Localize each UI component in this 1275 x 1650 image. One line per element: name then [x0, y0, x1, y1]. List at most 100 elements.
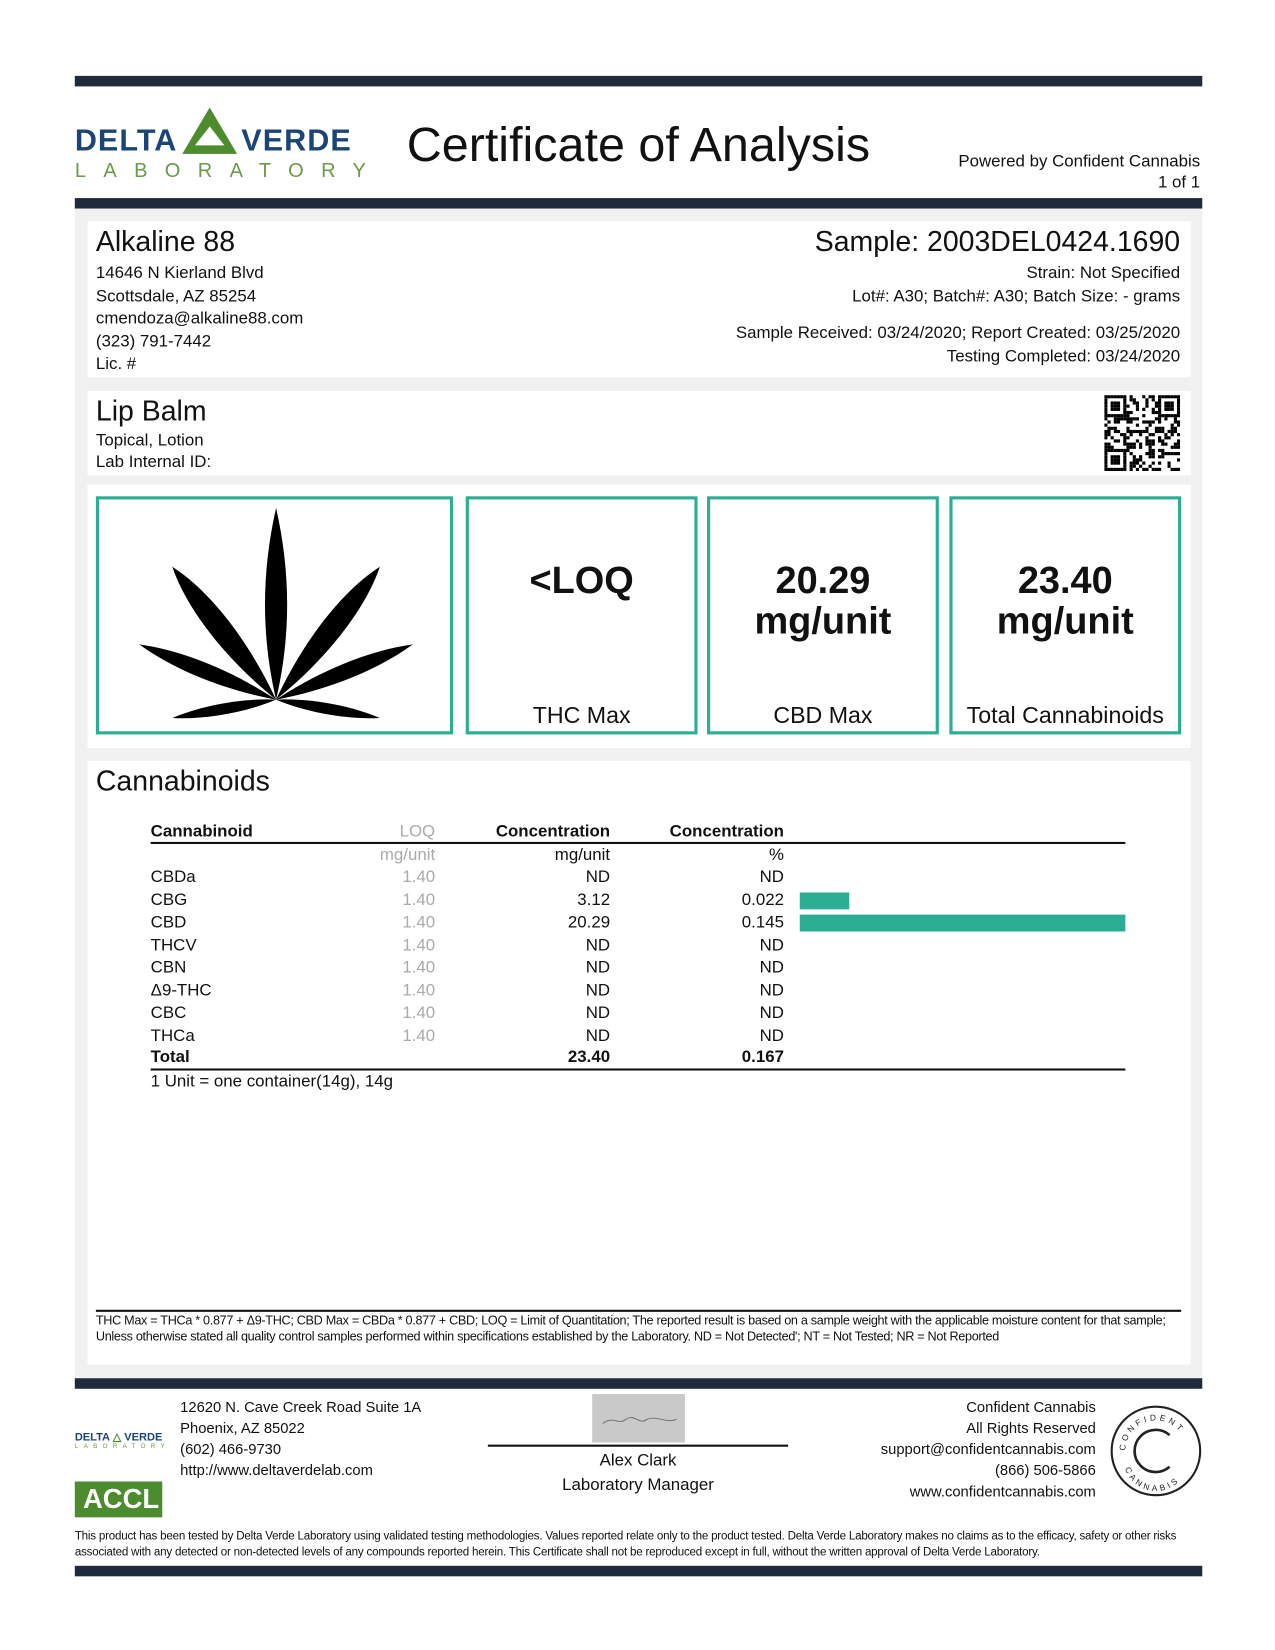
client-panel: Alkaline 88 14646 N Kierland Blvd Scotts…	[87, 221, 1191, 378]
client-email: cmendoza@alkaline88.com	[95, 309, 304, 328]
footer-rule	[74, 1378, 1203, 1389]
accl-text: ACCL	[83, 1482, 160, 1515]
client-license: Lic. #	[95, 355, 137, 374]
row-name: CBDa	[150, 868, 196, 887]
row-mg: ND	[585, 1004, 611, 1023]
sample-details: Strain: Not Specified Lot#: A30; Batch#:…	[736, 262, 1180, 367]
row-pct: 0.145	[741, 913, 784, 932]
lab-internal-id: Lab Internal ID:	[95, 453, 212, 472]
row-mg: ND	[585, 936, 611, 955]
row-mg: 3.12	[577, 890, 611, 909]
disclaimer: This product has been tested by Delta Ve…	[74, 1529, 1177, 1558]
sample-id: Sample: 2003DEL0424.1690	[814, 225, 1181, 258]
row-name: THCa	[150, 1026, 195, 1045]
row-loq: 1.40	[402, 913, 436, 932]
total-pct: 0.167	[741, 1048, 784, 1067]
powered-by: Powered by Confident Cannabis	[958, 152, 1201, 171]
header-underline	[150, 841, 1126, 844]
sample-dates: Sample Received: 03/24/2020; Report Crea…	[735, 324, 1181, 343]
lab-phone: (602) 466-9730	[180, 1440, 282, 1458]
row-loq: 1.40	[402, 958, 436, 977]
client-name: Alkaline 88	[95, 225, 236, 258]
row-mg: ND	[585, 958, 611, 977]
total-cannabinoids-value: 23.40	[1017, 558, 1113, 602]
product-name: Lip Balm	[95, 395, 207, 427]
total-cannabinoids-label: Total Cannabinoids	[966, 701, 1164, 729]
lab-website[interactable]: http://www.deltaverdelab.com	[180, 1461, 373, 1479]
footnote-rule	[95, 1309, 1182, 1312]
cannabis-leaf-icon	[139, 507, 413, 719]
total-cannabinoids-unit: mg/unit	[996, 598, 1134, 642]
signer-name: Alex Clark	[599, 1451, 677, 1470]
cbd-max-label: CBD Max	[773, 701, 873, 729]
accl-logo: ACCL	[74, 1481, 163, 1518]
cannabis-leaf-box	[95, 496, 454, 735]
row-name: Δ9-THC	[150, 981, 212, 1000]
client-phone: (323) 791-7442	[95, 332, 212, 351]
thc-max-label: THC Max	[532, 701, 631, 729]
signature-image	[592, 1394, 685, 1443]
cannabinoids-title: Cannabinoids	[95, 764, 270, 797]
bottom-rule	[74, 1565, 1203, 1577]
product-type: Topical, Lotion	[95, 432, 204, 450]
cbd-max-box: 20.29 mg/unit CBD Max	[707, 496, 939, 735]
row-loq: 1.40	[402, 890, 436, 909]
signer-title: Laboratory Manager	[562, 1476, 714, 1495]
row-name: THCV	[150, 936, 197, 955]
cc-email[interactable]: support@confidentcannabis.com	[880, 1440, 1096, 1458]
footnote: THC Max = THCa * 0.877 + Δ9-THC; CBD Max…	[95, 1312, 1166, 1343]
row-pct: ND	[759, 1026, 784, 1045]
row-loq: 1.40	[402, 1026, 436, 1045]
cc-name: Confident Cannabis	[966, 1398, 1096, 1416]
signature-line	[487, 1444, 789, 1447]
row-mg: 20.29	[567, 913, 611, 932]
row-name: CBC	[150, 1004, 187, 1023]
header-rule	[74, 198, 1203, 209]
signature-icon	[602, 1417, 677, 1424]
unit-note: 1 Unit = one container(14g), 14g	[150, 1072, 393, 1091]
total-cannabinoids-box: 23.40 mg/unit Total Cannabinoids	[949, 496, 1182, 735]
col-header-concentration-pct: Concentration	[669, 822, 784, 841]
row-loq: 1.40	[402, 981, 436, 1000]
cc-website[interactable]: www.confidentcannabis.com	[909, 1482, 1096, 1500]
signer-block: Alex Clark Laboratory Manager	[488, 1449, 788, 1497]
sample-strain: Strain: Not Specified	[1026, 264, 1181, 283]
concentration-bar	[799, 914, 1126, 932]
lab-contact: 12620 N. Cave Creek Road Suite 1A Phoeni…	[180, 1396, 421, 1480]
row-pct: ND	[759, 936, 784, 955]
row-loq: 1.40	[402, 868, 436, 887]
delta-verde-logo: DELTA VERDE LABORATORY	[75, 105, 366, 184]
row-loq: 1.40	[402, 1004, 436, 1023]
qr-code-icon[interactable]	[1104, 395, 1181, 472]
client-details: 14646 N Kierland Blvd Scottsdale, AZ 852…	[96, 262, 303, 375]
cannabinoids-panel: Cannabinoids	[87, 760, 1191, 1365]
top-rule	[74, 75, 1203, 87]
cc-phone: (866) 506-5866	[994, 1461, 1096, 1479]
total-mg: 23.40	[567, 1048, 611, 1067]
client-address1: 14646 N Kierland Blvd	[95, 264, 264, 283]
col-header-loq: LOQ	[399, 822, 436, 841]
sample-lot: Lot#: A30; Batch#: A30; Batch Size: - gr…	[852, 287, 1181, 306]
total-rule	[150, 1068, 1126, 1071]
client-address2: Scottsdale, AZ 85254	[95, 287, 257, 306]
row-mg: ND	[585, 1026, 611, 1045]
col-header-concentration-mg: Concentration	[495, 822, 611, 841]
row-name: CBN	[150, 958, 187, 977]
cc-rights: All Rights Reserved	[966, 1419, 1096, 1437]
row-pct: ND	[759, 958, 784, 977]
flask-triangle-icon	[182, 107, 238, 154]
row-pct: ND	[759, 981, 784, 1000]
footer-lab-logo: DELTA △ VERDE LABORATORY	[74, 1430, 171, 1450]
row-name: CBD	[150, 913, 187, 932]
row-name: CBG	[150, 890, 188, 909]
row-loq: 1.40	[402, 936, 436, 955]
thc-max-value: <LOQ	[529, 558, 634, 602]
cc-contact: Confident Cannabis All Rights Reserved s…	[881, 1396, 1096, 1501]
unit-loq: mg/unit	[379, 846, 436, 865]
col-header-cannabinoid: Cannabinoid	[150, 822, 253, 841]
cbd-max-unit: mg/unit	[754, 598, 892, 642]
page-number: 1 of 1	[1157, 173, 1201, 192]
row-pct: ND	[759, 1004, 784, 1023]
unit-pct: %	[768, 846, 784, 865]
row-pct: 0.022	[741, 890, 784, 909]
